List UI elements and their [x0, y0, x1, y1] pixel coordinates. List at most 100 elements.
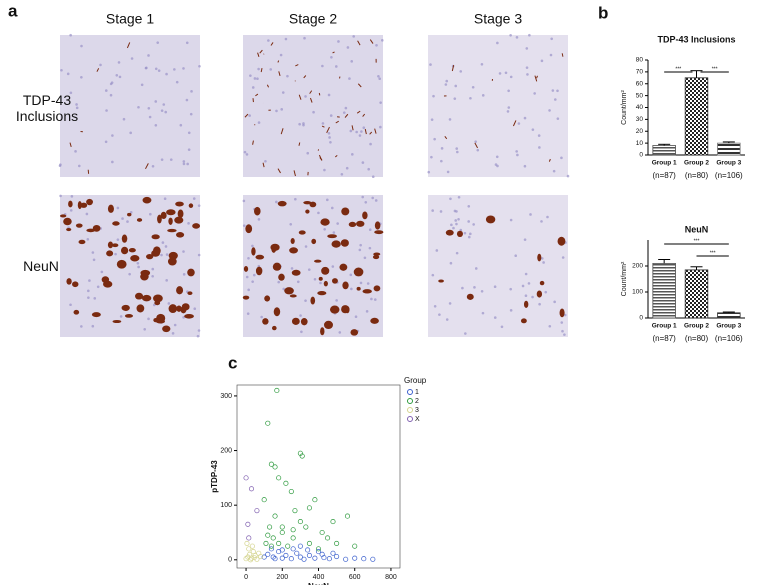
nucleus: [527, 282, 531, 285]
neuron: [290, 237, 295, 244]
nucleus: [129, 211, 133, 214]
scatter-point: [305, 547, 311, 553]
inclusion: [318, 154, 323, 161]
nucleus: [121, 217, 124, 220]
neuron: [112, 221, 120, 226]
nucleus: [257, 67, 260, 71]
nucleus: [128, 272, 131, 276]
nucleus: [247, 288, 250, 292]
scatter-point: [257, 553, 264, 560]
nucleus: [251, 244, 254, 248]
nucleus: [507, 106, 511, 109]
inclusion: [260, 68, 263, 73]
scatter-point: [290, 527, 296, 533]
nucleus: [182, 162, 186, 166]
scatter-point: [319, 529, 325, 536]
nucleus: [189, 112, 193, 116]
nucleus: [119, 315, 123, 318]
inclusion: [309, 90, 313, 94]
nucleus: [355, 130, 358, 134]
nucleus: [496, 41, 499, 45]
nucleus: [370, 297, 373, 301]
nucleus: [93, 297, 97, 300]
nucleus: [69, 209, 73, 212]
x-tick-label: 400: [313, 574, 325, 581]
nucleus: [251, 86, 255, 89]
nucleus: [472, 223, 475, 226]
nucleus: [129, 131, 132, 135]
neuron: [157, 214, 162, 224]
nucleus: [481, 311, 485, 315]
sample-size: (n=87): [652, 334, 676, 343]
nucleus: [554, 98, 557, 101]
scatter-point: [276, 540, 282, 546]
nucleus: [350, 60, 354, 63]
legend-label: 3: [415, 407, 419, 414]
nucleus: [80, 75, 83, 79]
scatter-point: [344, 513, 351, 519]
nucleus: [538, 302, 541, 306]
nucleus: [348, 77, 351, 80]
nucleus: [540, 220, 543, 223]
plot-area: [236, 384, 401, 569]
neuron: [305, 209, 310, 214]
significance-label: ***: [712, 66, 718, 72]
neuron: [466, 293, 474, 300]
inclusion: [96, 68, 100, 72]
nucleus: [493, 316, 497, 319]
scatter-point: [251, 555, 257, 561]
neuron: [291, 269, 301, 276]
y-tick-label: 200: [632, 263, 643, 270]
nucleus: [457, 217, 460, 221]
nucleus: [551, 89, 555, 92]
nucleus: [461, 286, 464, 290]
nucleus: [504, 71, 508, 75]
neuron: [345, 306, 350, 314]
inclusion: [277, 60, 280, 63]
inclusion: [357, 83, 362, 88]
nucleus: [319, 281, 322, 285]
inclusion: [278, 71, 281, 77]
scatter-point: [244, 540, 250, 546]
neuron: [80, 202, 88, 208]
y-tick-label: 0: [639, 315, 643, 322]
row-label: NeuN: [23, 258, 59, 274]
inclusion: [69, 142, 72, 148]
neuron: [124, 314, 134, 318]
nucleus: [529, 213, 532, 216]
nucleus: [346, 46, 350, 49]
nucleus: [561, 256, 565, 259]
nucleus: [182, 273, 186, 276]
inclusion: [536, 75, 538, 79]
inclusion: [356, 110, 361, 114]
nucleus: [516, 153, 519, 157]
neuron: [128, 247, 136, 253]
category-label: Group 2: [684, 160, 709, 167]
neuron: [146, 253, 154, 260]
nucleus: [86, 237, 90, 241]
inclusion: [344, 113, 349, 118]
scatter-point: [315, 546, 322, 552]
nucleus: [251, 280, 254, 283]
nucleus: [186, 162, 189, 166]
neuron: [314, 259, 322, 263]
neuron: [116, 259, 127, 269]
neuron: [456, 230, 464, 238]
neuron: [523, 300, 529, 308]
nucleus: [252, 273, 256, 277]
nucleus: [104, 140, 108, 144]
neuron: [373, 252, 381, 256]
nucleus: [350, 287, 353, 291]
sample-size: (n=87): [652, 171, 676, 180]
scatter-point: [279, 524, 285, 530]
nucleus: [173, 323, 177, 327]
neuron: [537, 253, 542, 262]
nucleus: [336, 222, 339, 225]
nucleus: [367, 167, 370, 171]
nucleus: [197, 204, 201, 207]
nucleus: [533, 92, 536, 95]
neuron: [180, 306, 187, 314]
nucleus: [247, 257, 250, 260]
neuron: [300, 318, 308, 326]
